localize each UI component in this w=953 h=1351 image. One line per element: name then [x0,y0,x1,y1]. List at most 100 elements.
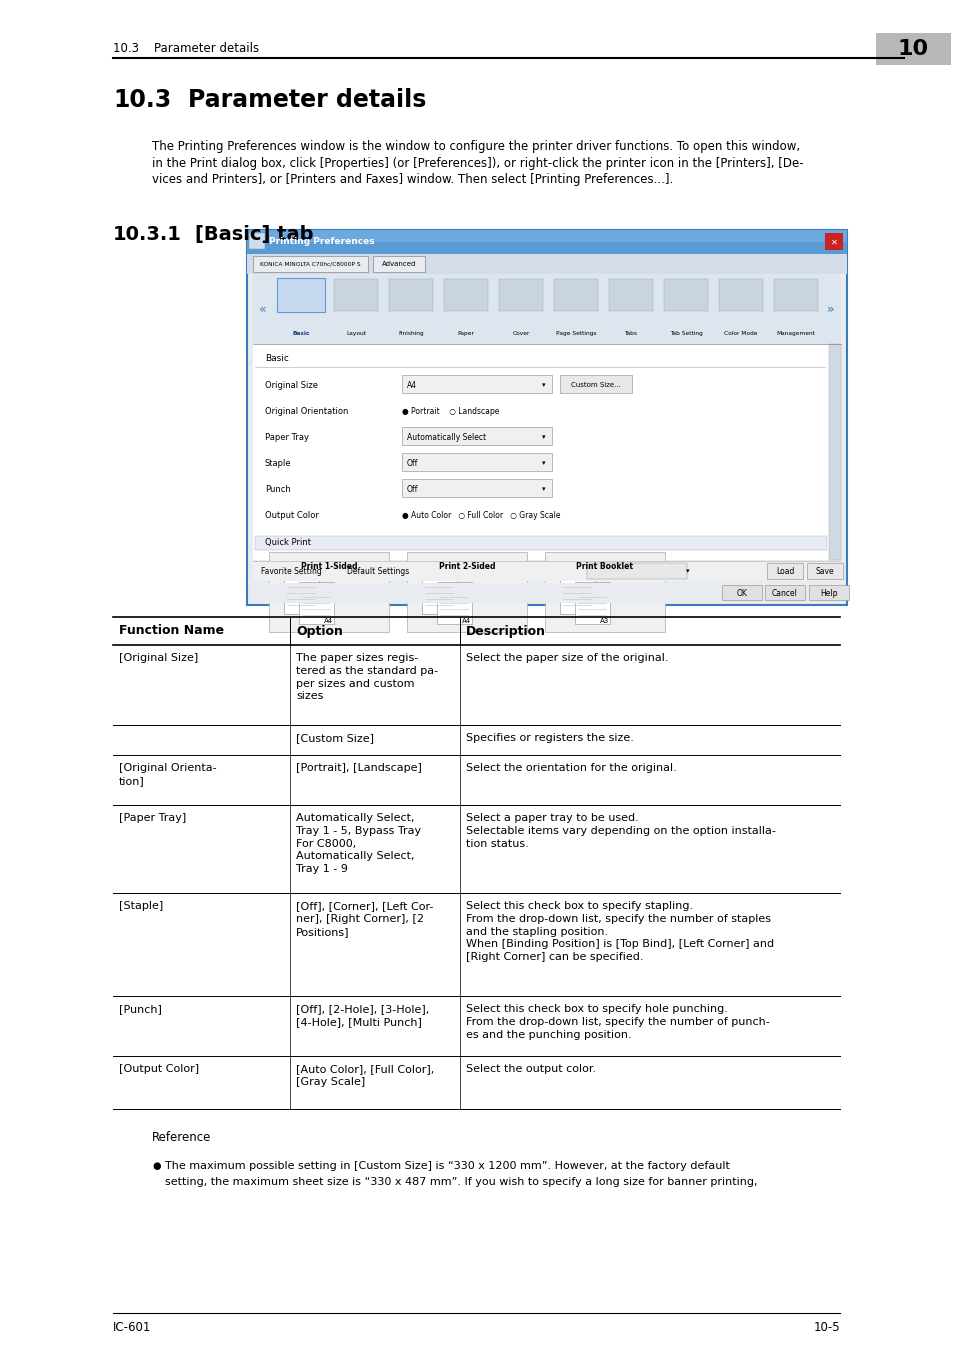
Text: [Off], [2-Hole], [3-Hole],
[4-Hole], [Multi Punch]: [Off], [2-Hole], [3-Hole], [4-Hole], [Mu… [295,1004,429,1027]
Text: Staple: Staple [265,458,292,467]
Bar [247,230,846,242]
Bar [401,453,552,471]
Bar [247,254,846,274]
Text: The paper sizes regis-
tered as the standard pa-
per sizes and custom
sizes: The paper sizes regis- tered as the stan… [295,653,437,701]
Text: Basic: Basic [265,354,289,363]
Bar [254,536,826,550]
Text: Option: Option [295,624,342,638]
Text: ●: ● [152,1161,160,1171]
Bar [253,345,841,561]
Text: Paper Tray: Paper Tray [265,432,309,442]
Text: vices and Printers], or [Printers and Faxes] window. Then select [Printing Prefe: vices and Printers], or [Printers and Fa… [152,173,673,186]
Bar [828,345,841,561]
Bar [298,582,334,624]
Bar [253,255,368,272]
Bar [663,280,707,311]
Bar [808,585,848,600]
Text: Print 1-Sided: Print 1-Sided [300,562,356,571]
Text: ✕: ✕ [830,238,837,246]
Text: Printing Preferences: Printing Preferences [269,238,375,246]
Text: [Output Color]: [Output Color] [119,1065,199,1074]
Bar [284,571,318,613]
Bar [401,480,552,497]
Text: 10-5: 10-5 [813,1321,840,1333]
Text: Cover: Cover [512,331,529,336]
Text: Load: Load [775,566,793,576]
Bar [407,553,526,632]
Text: Specifies or registers the size.: Specifies or registers the size. [465,734,633,743]
Text: ▾: ▾ [541,486,545,492]
Bar [575,582,609,624]
Text: ▾: ▾ [685,567,689,574]
Text: Favorite Setting: Favorite Setting [261,566,321,576]
Text: [Off], [Corner], [Left Cor-
ner], [Right Corner], [2
Positions]: [Off], [Corner], [Left Cor- ner], [Right… [295,901,433,936]
Text: IC-601: IC-601 [112,1321,152,1333]
Text: Off: Off [407,485,418,493]
Text: Tab Setting: Tab Setting [669,331,701,336]
Text: A4: A4 [324,617,334,624]
Bar [269,553,389,632]
Text: Page Settings: Page Settings [556,331,596,336]
Text: [Auto Color], [Full Color],
[Gray Scale]: [Auto Color], [Full Color], [Gray Scale] [295,1065,434,1086]
Text: [Punch]: [Punch] [119,1004,162,1015]
Text: [Custom Size]: [Custom Size] [295,734,374,743]
Bar [443,280,488,311]
Bar [436,582,472,624]
Text: in the Print dialog box, click [Properties] (or [Preferences]), or right-click t: in the Print dialog box, click [Properti… [152,157,802,169]
Text: Function Name: Function Name [119,624,224,638]
Text: 10: 10 [897,39,927,59]
Bar [249,232,265,249]
Bar [764,585,804,600]
Bar [806,563,842,580]
Text: Finishing: Finishing [397,331,423,336]
Text: Print 2-Sided: Print 2-Sided [438,562,495,571]
Text: Basic: Basic [292,331,310,336]
Text: The maximum possible setting in [Custom Size] is “330 x 1200 mm”. However, at th: The maximum possible setting in [Custom … [165,1161,729,1171]
Text: Color Mode: Color Mode [723,331,757,336]
Text: Custom Size...: Custom Size... [571,382,620,388]
Bar [253,561,841,581]
Text: [Portrait], [Landscape]: [Portrait], [Landscape] [295,763,421,773]
Text: Cancel: Cancel [771,589,797,597]
Text: A3: A3 [599,617,609,624]
Text: A4: A4 [407,381,416,389]
Text: 10.3: 10.3 [112,88,172,112]
Bar [389,280,433,311]
Text: Automatically Select: Automatically Select [407,432,486,442]
Bar [401,376,552,393]
Text: ▾: ▾ [541,382,545,388]
Text: [Staple]: [Staple] [119,901,163,911]
Bar [773,280,817,311]
Text: KONICA MINOLTA C70hc/C8000P S: KONICA MINOLTA C70hc/C8000P S [259,262,360,266]
Text: «: « [259,303,267,316]
Text: Original Size: Original Size [265,381,317,389]
Bar [334,280,377,311]
Text: The Printing Preferences window is the window to configure the printer driver fu: The Printing Preferences window is the w… [152,141,800,153]
Bar [373,255,424,272]
Text: ▾: ▾ [541,459,545,466]
Bar [608,280,652,311]
Text: Output Color: Output Color [265,511,318,520]
Bar [824,232,842,250]
Bar [421,571,456,613]
Text: Select the paper size of the original.: Select the paper size of the original. [465,653,668,663]
Text: Automatically Select,
Tray 1 - 5, Bypass Tray
For C8000,
Automatically Select,
T: Automatically Select, Tray 1 - 5, Bypass… [295,813,420,874]
Text: [Paper Tray]: [Paper Tray] [119,813,186,823]
Text: Help: Help [820,589,837,597]
Text: ▾: ▾ [541,434,545,440]
Text: OK: OK [736,589,746,597]
Text: Parameter details: Parameter details [188,88,426,112]
Text: Advanced: Advanced [381,261,416,267]
Text: Select this check box to specify hole punching.
From the drop-down list, specify: Select this check box to specify hole pu… [465,1004,769,1040]
Text: setting, the maximum sheet size is “330 x 487 mm”. If you wish to specify a long: setting, the maximum sheet size is “330 … [165,1177,757,1188]
Bar [401,427,552,444]
Text: »: » [826,303,834,316]
Text: Punch: Punch [265,485,291,493]
Bar [766,563,802,580]
Text: [Basic] tab: [Basic] tab [194,226,314,245]
Text: ● Auto Color   ○ Full Color   ○ Gray Scale: ● Auto Color ○ Full Color ○ Gray Scale [401,511,560,520]
Text: Original Orientation: Original Orientation [265,407,348,416]
Text: Select the orientation for the original.: Select the orientation for the original. [465,763,676,773]
Bar [247,230,846,605]
Text: Reference: Reference [152,1131,212,1144]
